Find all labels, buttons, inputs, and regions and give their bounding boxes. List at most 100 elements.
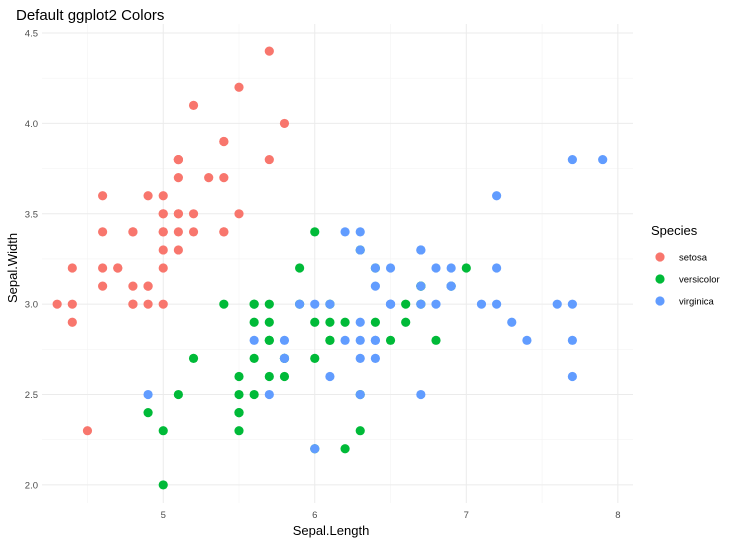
point-versicolor [461,263,471,273]
point-virginica [310,444,320,454]
point-virginica [355,389,365,400]
legend-key-setosa [655,252,665,262]
point-versicolor [370,317,380,327]
point-virginica [385,263,396,273]
x-tick-label: 5 [161,510,166,521]
point-versicolor [158,480,168,490]
point-setosa [98,191,108,201]
point-setosa [128,299,138,309]
point-versicolor [219,299,229,309]
point-versicolor [264,299,274,309]
point-versicolor [143,408,153,418]
x-tick-label: 8 [615,510,620,521]
point-virginica [355,353,365,363]
y-tick-label: 4.5 [25,29,38,40]
point-setosa [52,299,62,309]
point-versicolor [385,335,396,345]
point-setosa [113,263,123,273]
point-versicolor [249,317,259,327]
point-setosa [143,299,153,309]
point-virginica [567,299,577,309]
point-setosa [143,191,153,201]
point-versicolor [310,317,320,327]
point-setosa [279,118,290,129]
point-virginica [340,335,350,345]
point-virginica [492,263,502,273]
point-virginica [416,299,426,309]
point-virginica [522,335,532,345]
point-setosa [158,263,168,273]
point-virginica [446,263,456,273]
point-virginica [416,245,426,255]
point-setosa [158,191,168,201]
x-tick-label: 7 [464,510,469,521]
point-setosa [173,227,183,237]
point-versicolor [249,389,259,400]
point-virginica [552,299,562,309]
point-setosa [158,227,168,237]
legend-label-virginica: virginica [679,297,715,308]
point-virginica [264,389,274,400]
point-versicolor [234,426,244,436]
legend-title: Species [651,223,698,238]
point-virginica [325,299,335,309]
point-setosa [204,173,214,183]
point-virginica [279,335,290,345]
point-versicolor [234,408,244,418]
point-virginica [476,299,487,309]
point-versicolor [249,299,259,309]
point-virginica [385,299,396,309]
point-versicolor [355,426,365,436]
point-versicolor [264,371,274,382]
point-setosa [173,245,183,255]
y-tick-label: 2.5 [25,390,38,401]
point-virginica [567,371,577,382]
point-versicolor [431,335,441,345]
point-virginica [355,335,365,345]
point-virginica [295,299,305,309]
point-versicolor [310,353,320,363]
point-versicolor [340,317,350,327]
point-virginica [431,299,441,309]
point-virginica [567,154,577,165]
y-tick-label: 3.5 [25,209,38,220]
legend-label-versicolor: versicolor [679,275,720,286]
point-virginica [416,389,426,400]
point-virginica [355,317,365,327]
point-versicolor [325,335,335,345]
point-versicolor [295,263,305,273]
point-setosa [128,227,138,237]
point-virginica [143,389,153,400]
point-setosa [67,317,77,327]
point-setosa [82,426,93,436]
point-virginica [310,299,320,309]
point-versicolor [340,444,350,454]
point-setosa [188,100,199,110]
point-versicolor [234,389,244,400]
point-setosa [158,209,168,219]
point-versicolor [249,353,259,363]
legend-key-virginica [655,296,665,306]
point-virginica [370,353,380,363]
y-tick-label: 4.0 [25,119,38,130]
x-tick-label: 6 [312,510,317,521]
point-setosa [173,173,183,183]
point-versicolor [325,317,335,327]
grid [42,24,633,503]
point-versicolor [279,371,290,382]
point-setosa [158,299,168,309]
point-setosa [98,263,108,273]
point-setosa [188,209,199,219]
point-setosa [234,209,244,219]
point-setosa [264,46,274,56]
point-virginica [355,227,365,237]
legend-label-setosa: setosa [679,253,708,264]
x-axis-ticks: 5 6 7 8 [161,510,621,521]
point-setosa [98,227,108,237]
point-setosa [219,227,229,237]
point-virginica [507,317,517,327]
legend-items: setosa versicolor virginica [655,252,720,308]
y-axis-ticks: 2.0 2.5 3.0 3.5 4.0 4.5 [25,29,38,492]
point-versicolor [401,299,411,309]
